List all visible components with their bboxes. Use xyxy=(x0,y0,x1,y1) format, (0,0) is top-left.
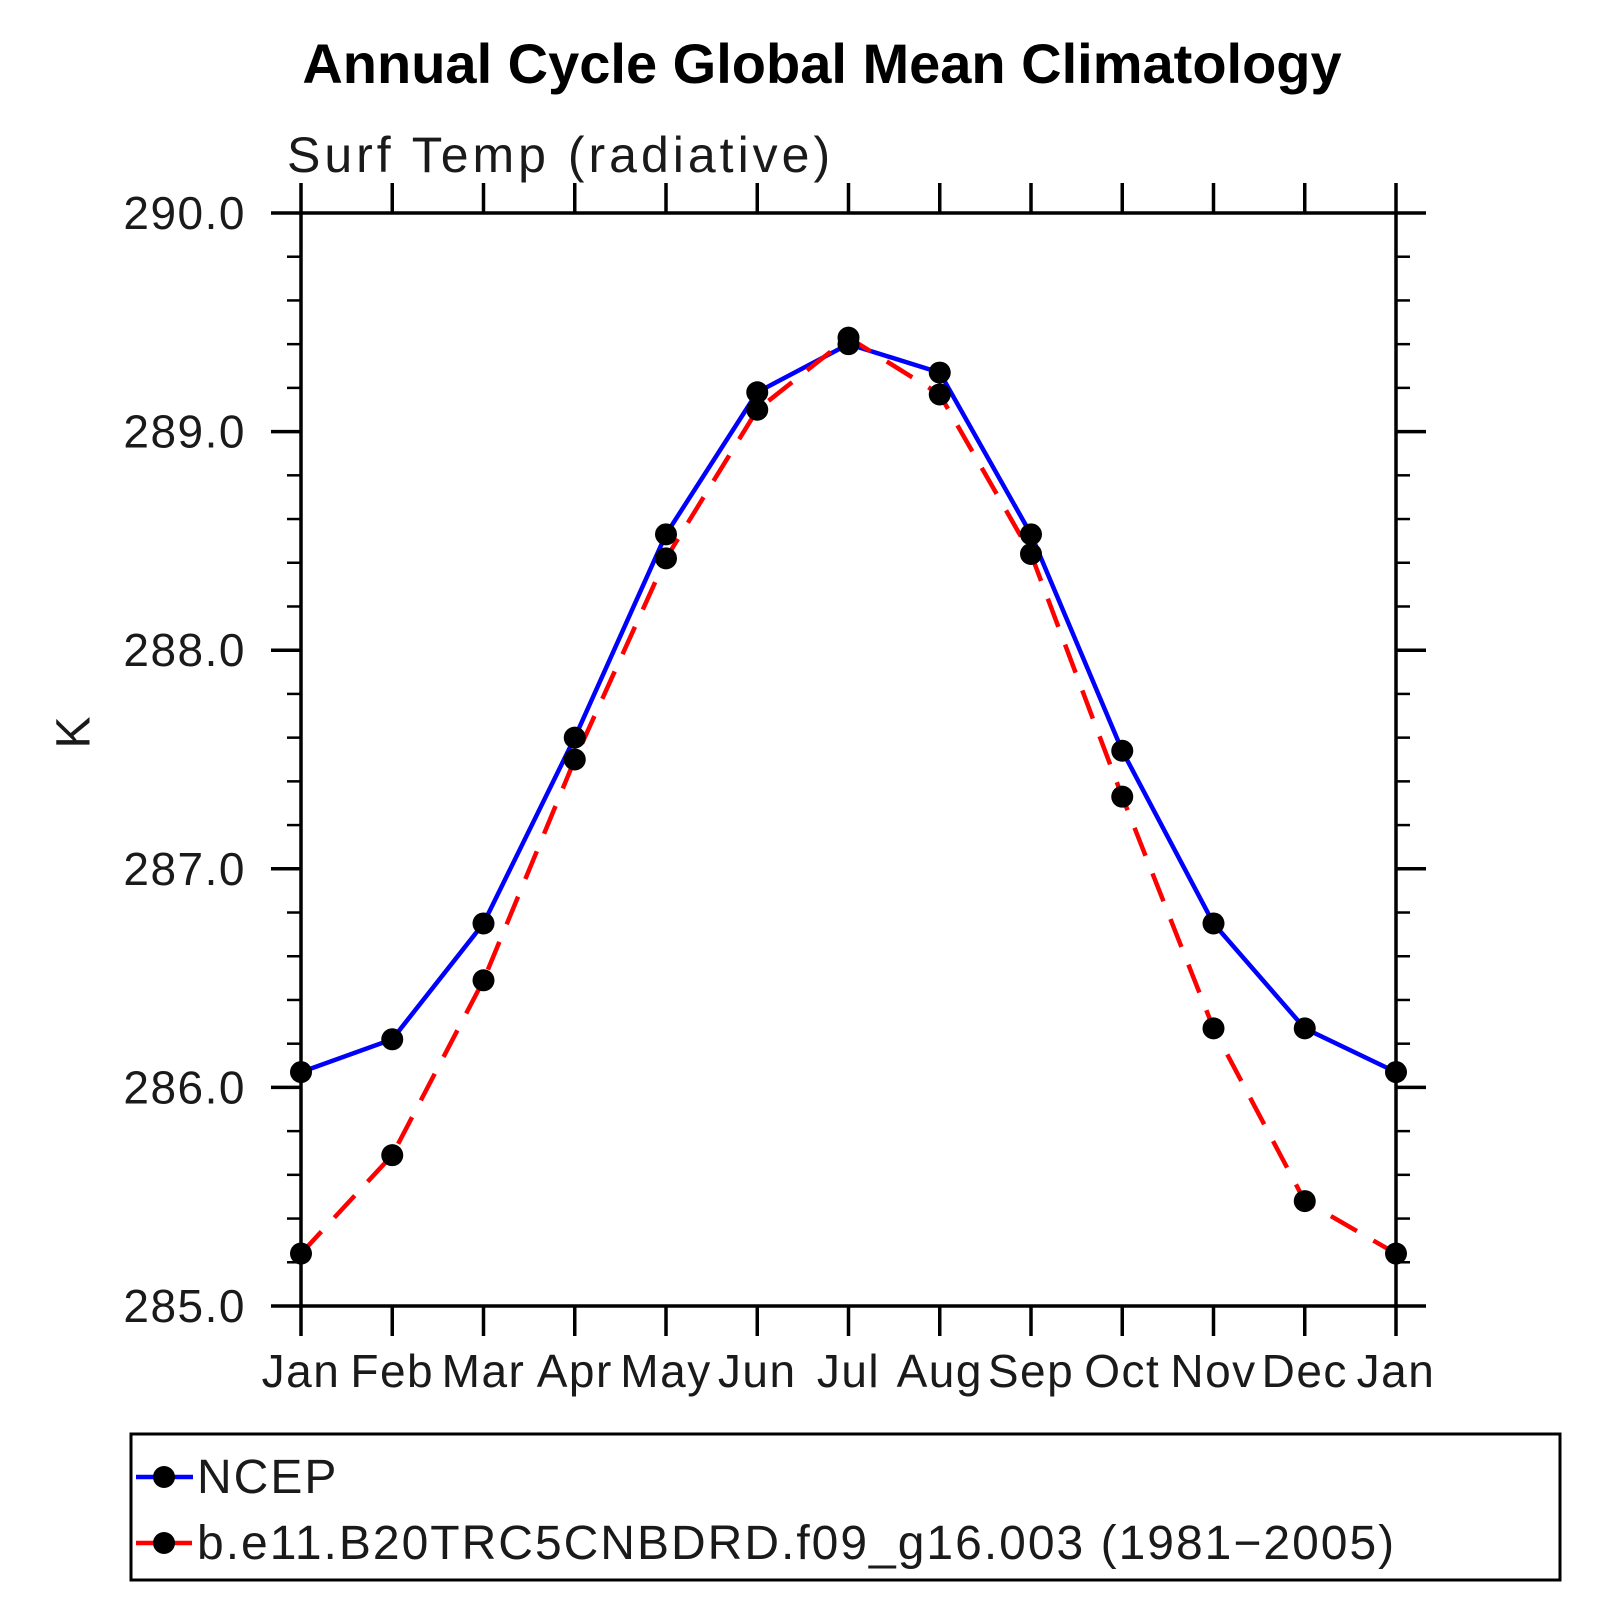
data-point xyxy=(472,969,495,992)
x-tick-label: May xyxy=(620,1345,711,1397)
data-point xyxy=(655,523,677,546)
data-point xyxy=(381,1028,404,1051)
series-path xyxy=(300,341,1397,1075)
data-point xyxy=(563,726,586,749)
data-point xyxy=(1020,543,1042,566)
data-point xyxy=(1385,1242,1407,1265)
legend-entry-model: b.e11.B20TRC5CNBDRD.f09_g16.003 (1981−20… xyxy=(136,1517,1396,1570)
y-tick-label: 289.0 xyxy=(123,406,246,458)
series-ncep-line xyxy=(300,341,1397,1075)
data-point xyxy=(655,547,677,570)
x-tick-label: Nov xyxy=(1170,1345,1256,1397)
x-tick-label: Jan xyxy=(262,1345,341,1397)
data-point xyxy=(928,361,951,384)
legend: NCEP b.e11.B20TRC5CNBDRD.f09_g16.003 (198… xyxy=(129,1432,1562,1582)
data-point xyxy=(746,398,769,421)
x-tick-label: Jul xyxy=(817,1345,880,1397)
data-point xyxy=(837,326,860,349)
x-tick-label: Jun xyxy=(718,1345,797,1397)
y-tick-labels: 290.0 289.0 288.0 287.0 286.0 285.0 xyxy=(123,187,246,1332)
data-point xyxy=(381,1144,404,1167)
data-point xyxy=(1111,785,1134,808)
x-tick-labels: Jan Feb Mar Apr May Jun Jul Aug Sep Oct Nov Dec Jan xyxy=(262,1345,1436,1397)
chart-subtitle: Surf Temp (radiative) xyxy=(287,127,835,183)
axis-ticks xyxy=(271,183,1426,1336)
data-point xyxy=(928,383,951,406)
data-point xyxy=(746,381,769,404)
x-tick-label: Mar xyxy=(442,1345,526,1397)
data-point xyxy=(1293,1017,1316,1040)
legend-entry-ncep: NCEP xyxy=(136,1451,338,1504)
y-tick-label: 287.0 xyxy=(123,843,246,895)
legend-label: NCEP xyxy=(197,1451,338,1504)
legend-marker xyxy=(153,1532,175,1554)
x-tick-label: Oct xyxy=(1084,1345,1160,1397)
data-point xyxy=(472,912,495,935)
data-point xyxy=(1385,1061,1407,1084)
data-markers xyxy=(290,326,1407,1265)
legend-label: b.e11.B20TRC5CNBDRD.f09_g16.003 (1981−20… xyxy=(197,1517,1396,1570)
x-tick-label: Jan xyxy=(1357,1345,1436,1397)
data-point xyxy=(1111,739,1134,762)
data-point xyxy=(1202,1017,1225,1040)
y-tick-label: 290.0 xyxy=(123,187,246,239)
y-tick-label: 286.0 xyxy=(123,1061,246,1113)
plot-frame xyxy=(299,211,1398,1308)
y-tick-label: 288.0 xyxy=(123,624,246,676)
series-model-line xyxy=(299,334,1398,1256)
x-tick-label: Dec xyxy=(1262,1345,1348,1397)
data-point xyxy=(1020,523,1042,546)
data-point xyxy=(563,748,586,771)
data-point xyxy=(1293,1190,1316,1213)
x-tick-label: Sep xyxy=(988,1345,1074,1397)
data-point xyxy=(290,1061,312,1084)
x-tick-label: Apr xyxy=(537,1345,613,1397)
chart-title: Annual Cycle Global Mean Climatology xyxy=(302,32,1342,95)
x-tick-label: Aug xyxy=(897,1345,983,1397)
series-path xyxy=(299,334,1398,1256)
legend-box xyxy=(129,1432,1562,1582)
data-point xyxy=(290,1242,312,1265)
data-point xyxy=(1202,912,1225,935)
x-tick-label: Feb xyxy=(350,1345,434,1397)
y-tick-label: 285.0 xyxy=(123,1280,246,1332)
legend-marker xyxy=(153,1466,175,1488)
